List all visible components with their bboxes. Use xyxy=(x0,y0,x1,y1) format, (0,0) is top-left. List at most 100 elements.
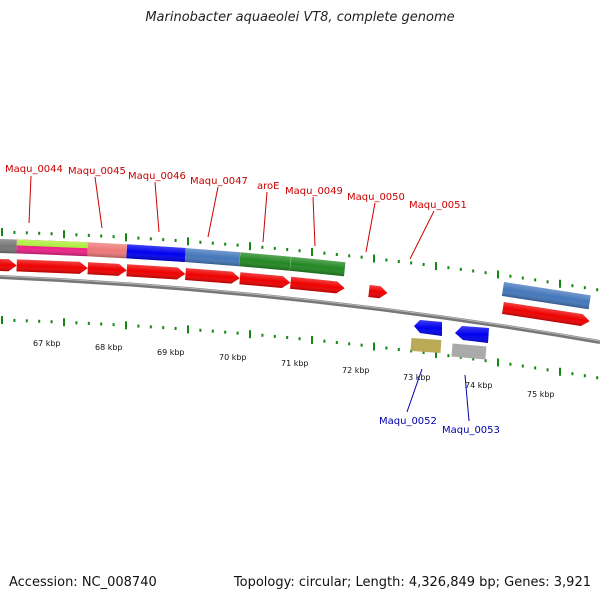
tick-dot xyxy=(472,357,475,361)
tick-dot xyxy=(559,279,561,288)
kbp-scale: 67 kbp 68 kbp 69 kbp 70 kbp 71 kbp 72 kb… xyxy=(33,339,555,399)
cds-arrow[interactable] xyxy=(126,264,186,280)
tick-dot xyxy=(484,271,487,275)
tick-dot xyxy=(187,325,189,334)
tick-dot xyxy=(397,259,400,263)
tick-dot xyxy=(50,232,53,236)
cds-arrow[interactable] xyxy=(368,285,388,299)
gene-label-maqu-0049[interactable]: Maqu_0049 xyxy=(285,186,343,197)
tick-dot xyxy=(25,319,28,323)
feature-band[interactable] xyxy=(16,239,89,257)
tick-dot xyxy=(63,318,65,327)
feature-track xyxy=(0,238,591,310)
tick-dot xyxy=(249,242,251,251)
tick-dot xyxy=(100,234,103,238)
tick-dot xyxy=(571,372,574,376)
tick-dot xyxy=(137,236,140,240)
tick-dot xyxy=(348,342,351,346)
feature-band[interactable] xyxy=(239,252,291,271)
tick-dot xyxy=(422,262,425,266)
tick-dot xyxy=(447,354,450,358)
gene-label-maqu-0052[interactable]: Maqu_0052 xyxy=(379,416,437,427)
tick-dot xyxy=(385,346,388,350)
tick-dot xyxy=(100,322,103,326)
tick-dot xyxy=(596,376,599,380)
tick-dot xyxy=(87,321,90,325)
tick-dot xyxy=(38,319,41,323)
tick-dot xyxy=(311,247,313,256)
cds-arrow[interactable] xyxy=(16,259,88,274)
kbp-tick-label: 70 kbp xyxy=(219,353,247,362)
cds-arrow[interactable] xyxy=(0,258,17,272)
tick-dot xyxy=(323,339,326,343)
tick-dot xyxy=(360,343,363,347)
gene-label-maqu-0051[interactable]: Maqu_0051 xyxy=(409,200,467,211)
tick-dot xyxy=(559,367,561,376)
tick-dot xyxy=(261,245,264,249)
gene-label-maqu-0047[interactable]: Maqu_0047 xyxy=(190,176,248,187)
kbp-tick-label: 74 kbp xyxy=(465,381,493,390)
tick-dot xyxy=(360,255,363,259)
tick-dot xyxy=(50,320,53,324)
cds-arrow[interactable] xyxy=(239,272,291,289)
tick-dot xyxy=(534,278,537,282)
tick-dot xyxy=(435,262,437,271)
gene-label-maqu-0044[interactable]: Maqu_0044 xyxy=(5,164,63,175)
tick-dot xyxy=(199,240,202,244)
tick-dot xyxy=(286,336,289,340)
gene-feature-maqu-0052[interactable] xyxy=(410,337,442,354)
tick-dot xyxy=(497,270,499,279)
tick-dot xyxy=(199,328,202,332)
tick-dot xyxy=(286,248,289,252)
feature-band[interactable] xyxy=(126,244,186,263)
gene-feature-maqu-0053[interactable] xyxy=(451,343,487,360)
gene-label-maqu-0045[interactable]: Maqu_0045 xyxy=(68,166,126,177)
genome-backbone-highlight xyxy=(0,275,600,342)
tick-dot xyxy=(112,235,115,239)
tick-dot xyxy=(546,368,549,372)
tick-dot xyxy=(1,316,3,325)
cds-arrow[interactable] xyxy=(185,268,240,284)
tick-dot xyxy=(335,252,338,256)
tick-dot xyxy=(174,238,177,242)
gene-label-maqu-0050[interactable]: Maqu_0050 xyxy=(347,192,405,203)
kbp-tick-label: 69 kbp xyxy=(157,348,185,357)
map-title: Marinobacter aquaeolei VT8, complete gen… xyxy=(145,10,455,25)
tick-dot xyxy=(273,246,276,250)
tick-dot xyxy=(75,321,78,325)
tick-dot xyxy=(583,374,586,378)
feature-band[interactable] xyxy=(87,242,128,259)
tick-dot xyxy=(224,242,227,246)
feature-band[interactable] xyxy=(184,248,241,267)
feature-band[interactable] xyxy=(289,256,346,277)
tick-dot xyxy=(125,321,127,330)
gene-label-aroe[interactable]: aroE xyxy=(257,181,279,192)
tick-dot xyxy=(137,324,140,328)
gene-label-maqu-0046[interactable]: Maqu_0046 xyxy=(128,171,186,182)
tick-dot xyxy=(236,331,239,335)
tick-dot xyxy=(211,241,214,245)
tick-dot xyxy=(422,350,425,354)
tick-dot xyxy=(583,286,586,290)
forward-gene-labels: Maqu_0044 Maqu_0045 Maqu_0046 Maqu_0047 … xyxy=(5,164,467,211)
reverse-gene-labels: Maqu_0052 Maqu_0053 xyxy=(379,416,500,436)
kbp-tick-label: 72 kbp xyxy=(342,366,370,375)
tick-dot xyxy=(149,325,152,329)
feature-band[interactable] xyxy=(0,238,17,254)
tick-dot xyxy=(323,251,326,255)
tick-dot xyxy=(63,230,65,239)
feature-band[interactable] xyxy=(501,282,591,310)
tick-dot xyxy=(211,329,214,333)
tick-dot xyxy=(472,269,475,273)
kbp-tick-label: 75 kbp xyxy=(527,390,555,399)
tick-dot xyxy=(162,326,165,330)
tick-dot xyxy=(298,249,301,253)
gene-label-maqu-0053[interactable]: Maqu_0053 xyxy=(442,425,500,436)
topology-text: Topology: circular; Length: 4,326,849 bp… xyxy=(233,575,591,590)
cds-arrow[interactable] xyxy=(502,302,591,327)
cds-arrow[interactable] xyxy=(289,276,345,294)
tick-dot xyxy=(459,355,462,359)
cds-arrow[interactable] xyxy=(87,262,127,276)
tick-dot xyxy=(534,366,537,370)
